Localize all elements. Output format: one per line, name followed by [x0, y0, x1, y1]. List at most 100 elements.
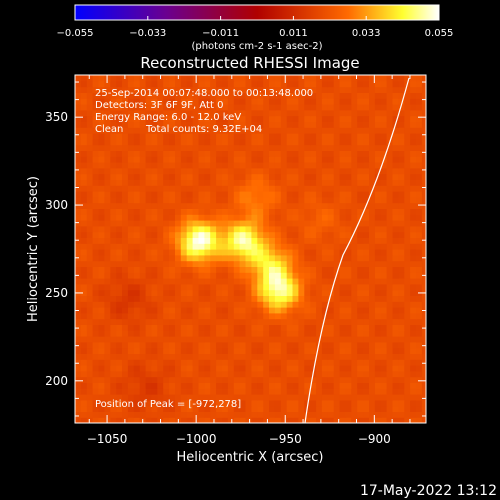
heatmap-pixel — [122, 318, 129, 325]
heatmap-pixel — [374, 121, 382, 128]
heatmap-pixel — [410, 202, 417, 209]
heatmap-pixel — [257, 220, 264, 227]
heatmap-pixel — [369, 318, 376, 325]
heatmap-pixel — [363, 92, 370, 99]
heatmap-pixel — [310, 411, 317, 418]
heatmap-pixel — [263, 324, 270, 331]
heatmap-pixel — [363, 86, 370, 93]
heatmap-pixel — [363, 75, 370, 82]
heatmap-pixel — [86, 359, 94, 366]
heatmap-pixel — [75, 220, 82, 227]
heatmap-pixel — [216, 115, 223, 122]
heatmap-pixel — [86, 191, 94, 198]
heatmap-pixel — [127, 278, 135, 285]
heatmap-pixel — [380, 405, 388, 412]
heatmap-pixel — [92, 411, 100, 418]
heatmap-pixel — [86, 156, 94, 163]
heatmap-pixel — [263, 202, 270, 209]
heatmap-pixel — [233, 370, 241, 378]
heatmap-pixel — [333, 394, 341, 401]
heatmap-pixel — [98, 324, 105, 331]
heatmap-pixel — [133, 173, 141, 180]
y-axis-label: Heliocentric Y (arcsec) — [26, 176, 41, 322]
heatmap-pixel — [210, 225, 217, 233]
heatmap-pixel — [175, 109, 182, 117]
heatmap-pixel — [239, 115, 247, 122]
heatmap-pixel — [257, 365, 264, 372]
heatmap-pixel — [233, 133, 241, 140]
heatmap-pixel — [263, 417, 270, 423]
heatmap-pixel — [398, 341, 405, 349]
heatmap-pixel — [292, 243, 299, 250]
heatmap-pixel — [233, 92, 241, 99]
heatmap-pixel — [274, 289, 282, 296]
heatmap-pixel — [310, 382, 317, 389]
heatmap-pixel — [122, 162, 129, 169]
heatmap-pixel — [92, 121, 100, 128]
heatmap-pixel — [157, 109, 164, 117]
heatmap-pixel — [269, 115, 276, 122]
heatmap-pixel — [86, 307, 94, 314]
heatmap-pixel — [110, 405, 117, 412]
heatmap-pixel — [392, 388, 399, 395]
heatmap-pixel — [186, 353, 194, 360]
heatmap-pixel — [139, 115, 147, 122]
heatmap-pixel — [380, 388, 388, 395]
heatmap-pixel — [110, 92, 117, 99]
heatmap-pixel — [110, 150, 117, 157]
heatmap-pixel — [227, 225, 235, 233]
heatmap-pixel — [210, 359, 217, 366]
heatmap-pixel — [310, 336, 317, 343]
heatmap-pixel — [198, 307, 205, 314]
heatmap-pixel — [210, 214, 217, 221]
heatmap-pixel — [98, 283, 105, 291]
heatmap-pixel — [333, 318, 341, 325]
detectors: Detectors: 3F 6F 9F, Att 0 — [95, 100, 223, 111]
heatmap-pixel — [269, 127, 276, 134]
heatmap-pixel — [210, 144, 217, 151]
heatmap-pixel — [351, 359, 358, 366]
heatmap-pixel — [386, 370, 394, 378]
heatmap-pixel — [204, 133, 211, 140]
colorbar-tick-label: −0.011 — [202, 28, 239, 39]
heatmap-pixel — [186, 133, 194, 140]
heatmap-pixel — [92, 324, 100, 331]
heatmap-pixel — [116, 312, 123, 320]
heatmap-pixel — [292, 121, 299, 128]
heatmap-pixel — [392, 225, 399, 233]
heatmap-pixel — [251, 237, 258, 244]
heatmap-pixel — [245, 121, 252, 128]
heatmap-pixel — [251, 133, 258, 140]
heatmap-pixel — [75, 185, 82, 192]
heatmap-pixel — [410, 399, 417, 407]
heatmap-pixel — [316, 405, 323, 412]
heatmap-pixel — [233, 121, 241, 128]
heatmap-pixel — [345, 133, 352, 140]
heatmap-pixel — [380, 127, 388, 134]
heatmap-pixel — [210, 133, 217, 140]
heatmap-pixel — [410, 237, 417, 244]
heatmap-pixel — [169, 411, 176, 418]
heatmap-pixel — [404, 225, 411, 233]
heatmap-pixel — [398, 214, 405, 221]
heatmap-pixel — [327, 347, 335, 354]
heatmap-pixel — [122, 312, 129, 320]
heatmap-pixel — [327, 336, 335, 343]
heatmap-pixel — [151, 80, 158, 88]
heatmap-pixel — [292, 75, 299, 82]
heatmap-pixel — [92, 399, 100, 407]
heatmap-pixel — [198, 237, 205, 244]
heatmap-pixel — [280, 75, 288, 82]
heatmap-pixel — [316, 92, 323, 99]
heatmap-pixel — [245, 173, 252, 180]
heatmap-pixel — [310, 312, 317, 320]
heatmap-pixel — [186, 318, 194, 325]
heatmap-pixel — [198, 92, 205, 99]
heatmap-pixel — [286, 133, 294, 140]
heatmap-pixel — [98, 150, 105, 157]
heatmap-pixel — [198, 156, 205, 163]
heatmap-pixel — [339, 318, 347, 325]
heatmap-pixel — [186, 394, 194, 401]
heatmap-pixel — [204, 411, 211, 418]
heatmap-pixel — [327, 295, 335, 302]
